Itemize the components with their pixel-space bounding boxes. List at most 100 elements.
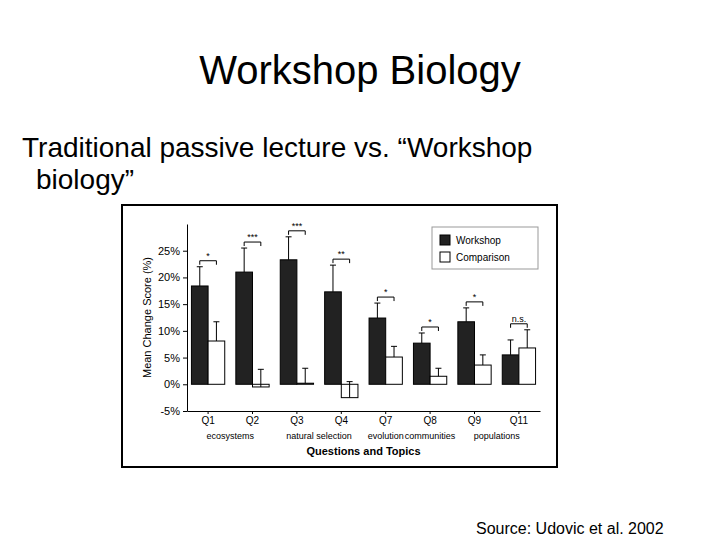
bar — [386, 357, 403, 384]
error-bar — [419, 333, 425, 343]
x-tick-mark — [474, 411, 475, 414]
error-bar — [524, 330, 530, 348]
x-axis: Q1 Q2 Q3 Q4 Q7 Q8 Q9 Q11 — [188, 411, 541, 426]
error-bar — [258, 369, 264, 387]
legend-label: Comparison — [456, 252, 510, 263]
error-bar — [213, 322, 219, 341]
y-tick-mark — [183, 251, 187, 252]
x-tick-mark — [341, 411, 342, 414]
x-tick-mark — [208, 411, 209, 414]
significance-bracket — [244, 242, 261, 246]
x-tick-label: Q3 — [290, 415, 304, 426]
y-tick: 10% — [158, 325, 187, 337]
error-bar — [286, 237, 292, 260]
bar — [369, 318, 386, 384]
x-tick-mark — [385, 411, 386, 414]
error-bar — [463, 308, 469, 322]
bar — [236, 272, 253, 384]
legend-box — [432, 227, 538, 269]
topic-label: evolution — [368, 431, 404, 441]
x-tick-mark — [252, 411, 253, 414]
significance-label: *** — [292, 221, 303, 231]
y-tick-mark — [183, 277, 187, 278]
significance-bracket — [289, 231, 306, 235]
legend: WorkshopComparison — [432, 227, 538, 269]
significance-label: n.s. — [512, 314, 527, 324]
bar — [325, 292, 342, 384]
significance-bracket — [511, 324, 528, 328]
bar — [430, 376, 447, 384]
x-tick-label: Q8 — [423, 415, 437, 426]
y-axis-title: Mean Change Score (%) — [141, 257, 153, 378]
x-tick-label: Q4 — [335, 415, 349, 426]
x-tick: Q8 — [423, 411, 437, 426]
error-bar — [302, 368, 308, 383]
y-tick: 15% — [158, 298, 187, 310]
topic-label: communities — [405, 431, 456, 441]
x-tick-mark — [430, 411, 431, 414]
slide-text: Traditional passive lecture vs. “Worksho… — [22, 132, 636, 196]
bar — [413, 343, 430, 384]
bar — [519, 348, 536, 384]
x-tick: Q7 — [379, 411, 393, 426]
y-tick-label: 0% — [164, 378, 180, 390]
x-tick: Q9 — [468, 411, 482, 426]
significance-label: * — [384, 287, 388, 297]
slide-canvas: Workshop Biology Source: Udovic et al. 20… — [0, 0, 720, 540]
significance-label: *** — [247, 232, 258, 242]
topic-label: populations — [474, 431, 521, 441]
y-tick: -5% — [160, 405, 187, 417]
y-tick-mark — [183, 304, 187, 305]
slide-title: Workshop Biology — [199, 48, 521, 92]
legend-swatch — [440, 235, 450, 245]
y-tick-mark — [183, 384, 187, 385]
series — [208, 322, 535, 398]
significance-label: ** — [338, 249, 346, 259]
significance-bracket — [333, 259, 350, 263]
source-note: Source: Udovic et al. 2002 — [476, 520, 664, 537]
x-tick: Q2 — [246, 411, 260, 426]
x-tick: Q4 — [335, 411, 349, 426]
bar — [297, 383, 314, 384]
x-tick-mark — [518, 411, 519, 414]
significance-label: * — [428, 317, 432, 327]
y-tick-mark — [183, 331, 187, 332]
y-tick-mark — [183, 411, 187, 412]
chart: -5%0%5%10%15%20%25%Q1Q2Q3Q4Q7Q8Q9Q11ecos… — [141, 221, 541, 457]
y-axis: -5%0%5%10%15%20%25% — [158, 225, 188, 418]
bar — [191, 286, 208, 384]
significance-bracket — [422, 327, 439, 331]
bar — [280, 260, 297, 384]
error-bar — [241, 248, 247, 272]
x-axis-line — [188, 411, 541, 412]
bar — [475, 365, 492, 384]
error-bar — [480, 355, 486, 365]
y-tick-label: -5% — [160, 405, 180, 417]
significance-bracket — [466, 302, 483, 306]
x-tick-label: Q1 — [201, 415, 215, 426]
legend-swatch — [440, 252, 450, 262]
x-tick: Q1 — [201, 411, 215, 426]
significance-label: * — [473, 292, 477, 302]
x-tick: Q3 — [290, 411, 304, 426]
error-bar — [435, 368, 441, 376]
x-axis-title: Questions and Topics — [306, 445, 420, 457]
chart-frame — [122, 205, 557, 467]
y-tick-label: 20% — [158, 271, 180, 283]
topic-label: natural selection — [286, 431, 352, 441]
y-tick: 20% — [158, 271, 187, 283]
y-tick: 25% — [158, 245, 187, 257]
significance-label: * — [206, 251, 210, 261]
significance-bracket — [200, 261, 217, 265]
x-tick-label: Q2 — [246, 415, 260, 426]
y-tick: 0% — [164, 378, 187, 390]
y-tick-mark — [183, 358, 187, 359]
error-bar — [347, 382, 353, 398]
y-tick-label: 15% — [158, 298, 180, 310]
plot-marks — [191, 237, 535, 398]
error-bar — [391, 346, 397, 357]
x-tick-mark — [296, 411, 297, 414]
y-tick-label: 25% — [158, 245, 180, 257]
x-tick-label: Q11 — [510, 415, 529, 426]
x-tick: Q11 — [510, 411, 529, 426]
